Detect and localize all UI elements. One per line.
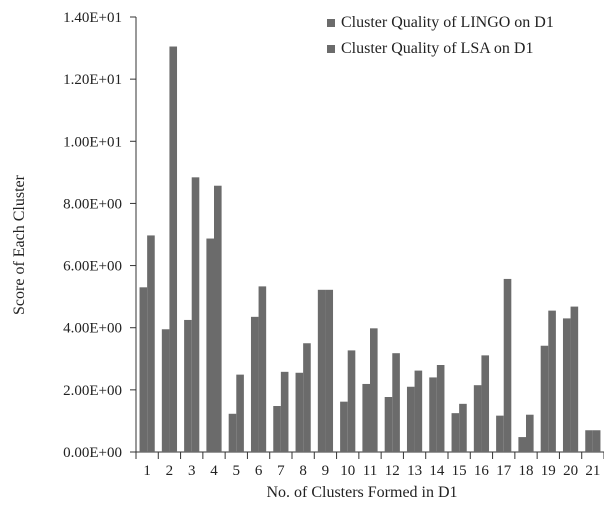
bar-lsa xyxy=(370,328,378,452)
y-tick-label: 6.00E+00 xyxy=(63,259,122,275)
x-tick-label: 18 xyxy=(519,463,534,479)
y-tick-label: 1.20E+01 xyxy=(63,72,122,88)
bar-lsa xyxy=(459,403,467,452)
bar-lingo xyxy=(340,401,348,452)
x-tick-label: 10 xyxy=(340,463,355,479)
bar-lsa xyxy=(303,343,311,452)
x-tick-label: 12 xyxy=(385,463,400,479)
bar-lingo xyxy=(206,238,214,452)
bars xyxy=(139,46,601,453)
bar-lsa xyxy=(214,185,222,453)
bar-lsa xyxy=(191,177,200,453)
x-tick-label: 8 xyxy=(299,463,307,479)
bar-lsa xyxy=(592,430,601,452)
bar-lsa xyxy=(436,365,445,452)
x-tick-label: 13 xyxy=(407,463,422,479)
y-axis-title: Score of Each Cluster xyxy=(11,174,28,315)
bar-lingo xyxy=(540,345,549,452)
x-tick-label: 3 xyxy=(188,463,196,479)
bar-lsa xyxy=(258,286,267,452)
bar-lsa xyxy=(414,370,423,452)
bar-lingo xyxy=(362,383,370,452)
bar-lsa xyxy=(481,355,490,452)
bar-lsa xyxy=(503,278,512,452)
legend-swatch xyxy=(327,45,335,53)
bar-lingo xyxy=(406,386,415,452)
bar-lsa xyxy=(347,350,356,452)
x-axis: 1 2 3 4 5 6 7 8 9 10 11 12 13 14 15 16 17 18 19 20 21 xyxy=(135,451,604,479)
bar-lsa xyxy=(526,414,534,452)
bar-lsa xyxy=(392,353,400,452)
x-tick-label: 17 xyxy=(496,463,512,479)
y-tick-label: 0.00E+00 xyxy=(63,445,122,461)
x-tick-label: 6 xyxy=(255,463,263,479)
legend-label: Cluster Quality of LINGO on D1 xyxy=(341,14,554,31)
bar-lingo xyxy=(496,415,504,452)
y-tick-label: 2.00E+00 xyxy=(63,383,122,399)
x-tick-label: 2 xyxy=(166,463,174,479)
bar-lingo xyxy=(585,430,593,452)
x-tick-label: 4 xyxy=(210,463,218,479)
x-tick-label: 20 xyxy=(563,463,578,479)
bar-lingo xyxy=(384,397,393,452)
bar-lsa xyxy=(236,374,244,452)
bar-lsa xyxy=(548,310,556,452)
x-tick-label: 11 xyxy=(363,463,377,479)
bar-lingo xyxy=(184,319,192,452)
y-axis: 0.00E+00 2.00E+00 4.00E+00 6.00E+00 8.00E+00… xyxy=(63,10,137,461)
legend-swatch xyxy=(327,19,335,27)
bar-lingo xyxy=(273,406,281,452)
bar-lingo xyxy=(562,318,571,452)
bar-lingo xyxy=(250,316,259,452)
y-tick-label: 1.00E+01 xyxy=(63,134,122,150)
y-tick-label: 8.00E+00 xyxy=(63,196,122,212)
bar-lingo xyxy=(139,287,148,452)
x-tick-label: 5 xyxy=(233,463,241,479)
x-tick-label: 19 xyxy=(541,463,556,479)
x-axis-title: No. of Clusters Formed in D1 xyxy=(266,484,457,501)
bar-lingo xyxy=(473,385,482,452)
bar-lsa xyxy=(280,371,289,452)
bar-lingo xyxy=(295,372,304,452)
bar-lingo xyxy=(228,413,237,452)
x-tick-label: 7 xyxy=(277,463,285,479)
bar-lsa xyxy=(169,46,178,453)
x-tick-label: 16 xyxy=(474,463,490,479)
y-tick-label: 1.40E+01 xyxy=(63,10,122,26)
x-tick-label: 21 xyxy=(585,463,600,479)
bar-lingo xyxy=(429,377,437,452)
bar-lingo xyxy=(317,289,326,452)
legend-label: Cluster Quality of LSA on D1 xyxy=(341,40,533,57)
bar-lsa xyxy=(325,289,334,452)
bar-lingo xyxy=(161,329,170,452)
y-tick-label: 4.00E+00 xyxy=(63,321,122,337)
x-tick-label: 15 xyxy=(452,463,467,479)
x-tick-label: 14 xyxy=(429,463,445,479)
x-tick-label: 9 xyxy=(322,463,330,479)
x-tick-label: 1 xyxy=(143,463,151,479)
legend: Cluster Quality of LINGO on D1 Cluster Qu… xyxy=(327,14,554,57)
bar-lsa xyxy=(147,235,155,452)
bar-lingo xyxy=(518,437,526,452)
bar-lsa xyxy=(570,306,579,452)
bar-lingo xyxy=(451,413,460,452)
